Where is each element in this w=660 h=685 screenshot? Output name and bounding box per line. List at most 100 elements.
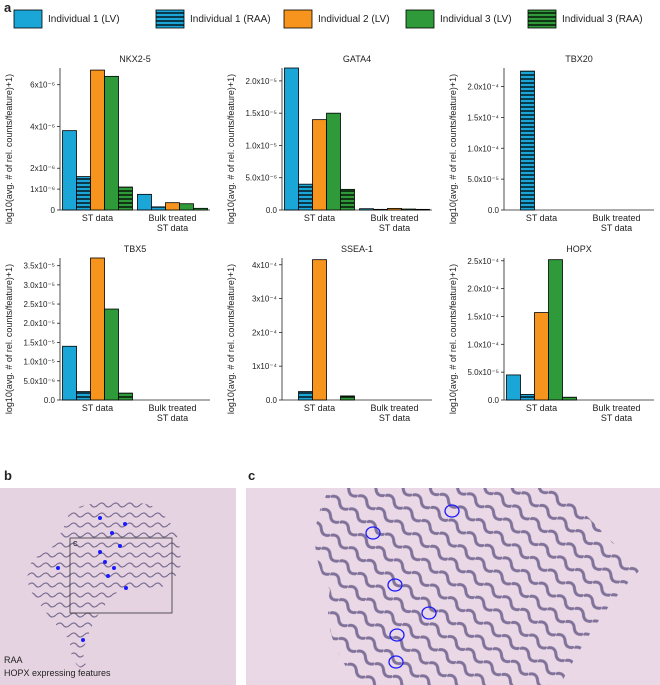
x-tick-label-box: ST data xyxy=(525,403,558,413)
y-tick-label: 0.0 xyxy=(488,396,500,405)
bar-chart: NKX2-5 log10(avg. # of rel. counts/featur… xyxy=(4,54,210,233)
legend-swatch xyxy=(405,9,435,29)
tissue xyxy=(27,501,181,670)
x-tick-label-box: ST data xyxy=(81,213,114,223)
bar xyxy=(179,203,194,211)
y-tick-label: 1x10⁻⁴ xyxy=(252,362,278,371)
y-tick-label: 1.5x10⁻⁴ xyxy=(467,312,499,321)
bar xyxy=(401,208,416,211)
x-tick-label: ST data xyxy=(81,403,114,413)
x-tick-label: ST data xyxy=(81,213,114,223)
chart-title: GATA4 xyxy=(343,54,371,64)
feature-dots xyxy=(56,516,128,642)
y-tick-label: 2.0x10⁻⁴ xyxy=(467,83,499,92)
bar-chart: HOPX log10(avg. # of rel. counts/feature)… xyxy=(448,244,654,423)
y-tick-label: 2.0x10⁻⁴ xyxy=(467,285,499,294)
tissue xyxy=(315,488,640,685)
x-tick-label: ST data xyxy=(525,213,558,223)
bar xyxy=(76,391,91,401)
bar xyxy=(548,259,563,401)
y-tick-label: 2.0x10⁻⁵ xyxy=(245,77,277,86)
y-tick-label: 4x10⁻⁶ xyxy=(30,122,55,131)
caption: HOPX expressing features xyxy=(4,668,111,678)
bar xyxy=(562,396,577,401)
bar-chart: SSEA-1 log10(avg. # of rel. counts/featur… xyxy=(226,244,432,423)
bar xyxy=(340,188,355,211)
x-tick-label: Bulk treated ST data xyxy=(370,213,419,233)
bar xyxy=(284,67,299,211)
y-tick-label: 2.0x10⁻⁵ xyxy=(23,319,55,328)
y-tick-label: 5.0x10⁻⁵ xyxy=(467,175,499,184)
y-tick-label: 0.0 xyxy=(44,396,56,405)
y-axis-label: log10(avg. # of rel. counts/feature)+1) xyxy=(226,264,236,414)
y-axis-label: log10(avg. # of rel. counts/feature)+1) xyxy=(4,264,14,414)
y-tick-label: 1x10⁻⁶ xyxy=(30,185,55,194)
y-tick-label: 1.0x10⁻⁴ xyxy=(467,340,499,349)
legend-swatch xyxy=(13,9,43,29)
y-tick-label: 0 xyxy=(51,206,56,215)
x-tick-label-box: Bulk treated ST data xyxy=(148,403,197,423)
x-tick-label-box: Bulk treated ST data xyxy=(148,213,197,233)
bar xyxy=(165,202,180,211)
bar xyxy=(506,374,521,401)
bar xyxy=(62,345,77,401)
bar xyxy=(520,70,535,211)
y-tick-label: 2.5x10⁻⁵ xyxy=(23,300,55,309)
bar xyxy=(359,208,374,211)
feature-circles xyxy=(365,504,460,669)
y-tick-label: 0.0 xyxy=(266,206,278,215)
chart-title: NKX2-5 xyxy=(119,54,151,64)
y-tick-label: 0.0 xyxy=(488,206,500,215)
bar xyxy=(326,112,341,211)
bar xyxy=(90,69,105,211)
y-tick-label: 2x10⁻⁶ xyxy=(30,164,55,173)
x-tick-label-box: ST data xyxy=(81,403,114,413)
x-tick-label: Bulk treated ST data xyxy=(148,213,197,233)
x-tick-label-box: Bulk treated ST data xyxy=(592,213,641,233)
y-axis-label: log10(avg. # of rel. counts/feature)+1) xyxy=(4,74,14,224)
chart-title: HOPX xyxy=(566,244,592,254)
x-tick-label: Bulk treated ST data xyxy=(370,403,419,423)
y-tick-label: 1.0x10⁻⁴ xyxy=(467,144,499,153)
chart-title: TBX20 xyxy=(565,54,593,64)
tissue-label: RAA xyxy=(4,655,23,665)
y-tick-label: 1.0x10⁻⁵ xyxy=(23,358,55,367)
bar xyxy=(62,130,77,211)
bar-chart: TBX5 log10(avg. # of rel. counts/feature)… xyxy=(4,244,210,423)
bar-chart: TBX20 log10(avg. # of rel. counts/feature… xyxy=(448,54,654,233)
legend-label: Individual 2 (LV) xyxy=(318,14,390,25)
y-tick-label: 1.5x10⁻⁵ xyxy=(23,338,55,347)
bar xyxy=(90,257,105,401)
bar xyxy=(534,312,549,401)
bar xyxy=(312,119,327,211)
bar xyxy=(298,391,313,401)
y-axis-label: log10(avg. # of rel. counts/feature)+1) xyxy=(448,264,458,414)
bar xyxy=(118,392,133,401)
y-tick-label: 1.5x10⁻⁴ xyxy=(467,113,499,122)
x-tick-label-box: ST data xyxy=(525,213,558,223)
x-tick-label: Bulk treated ST data xyxy=(592,403,641,423)
panel-label: a xyxy=(4,0,12,15)
y-axis-label: log10(avg. # of rel. counts/feature)+1) xyxy=(226,74,236,224)
bar xyxy=(104,75,119,211)
bar-chart: GATA4 log10(avg. # of rel. counts/feature… xyxy=(226,54,432,233)
x-tick-label: ST data xyxy=(303,213,336,223)
bar xyxy=(415,208,430,211)
y-tick-label: 3x10⁻⁴ xyxy=(252,295,278,304)
y-tick-label: 5.0x10⁻⁶ xyxy=(245,174,277,183)
y-axis-label: log10(avg. # of rel. counts/feature)+1) xyxy=(448,74,458,224)
x-tick-label: ST data xyxy=(303,403,336,413)
bar xyxy=(373,208,388,211)
bar xyxy=(520,394,535,401)
legend-label: Individual 1 (LV) xyxy=(48,14,120,25)
box-label: c xyxy=(73,538,78,548)
bar xyxy=(151,206,166,211)
x-tick-label: Bulk treated ST data xyxy=(148,403,197,423)
x-tick-label: ST data xyxy=(525,403,558,413)
x-tick-label-box: ST data xyxy=(303,403,336,413)
legend-swatch xyxy=(527,9,557,29)
y-tick-label: 6x10⁻⁶ xyxy=(30,81,55,90)
x-tick-label: Bulk treated ST data xyxy=(592,213,641,233)
legend-label: Individual 1 (RAA) xyxy=(190,14,271,25)
images: b c RAA HOPX expressing features c xyxy=(0,470,660,685)
